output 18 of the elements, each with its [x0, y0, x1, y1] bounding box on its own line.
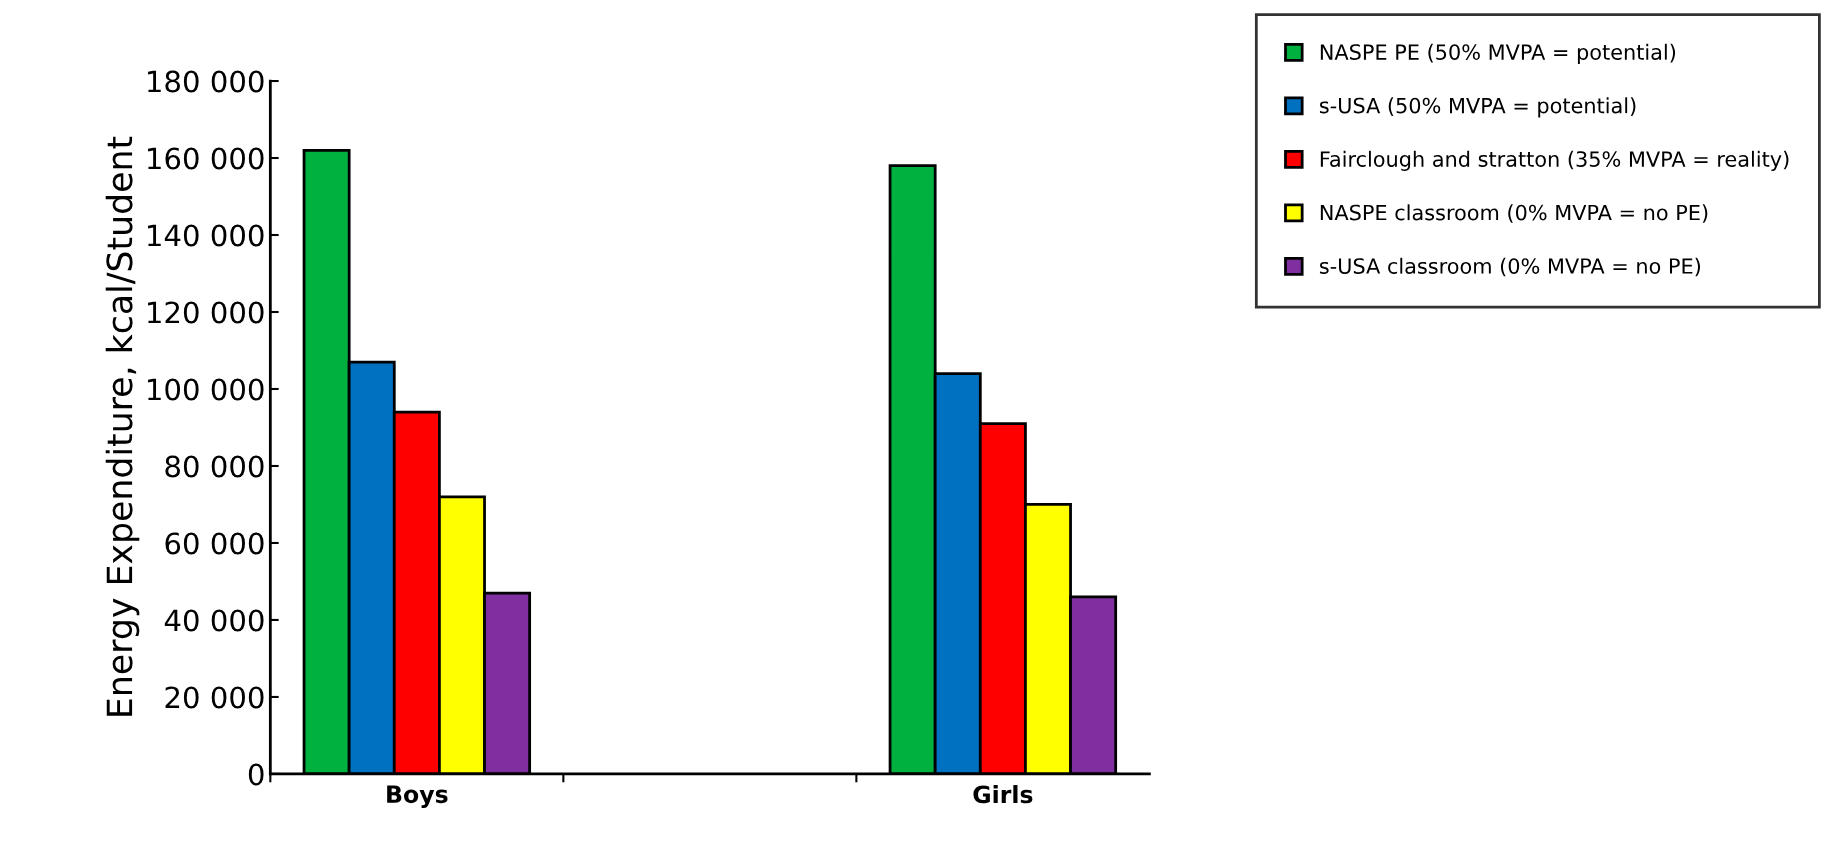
- x-tick-label: Boys: [387, 785, 448, 808]
- y-tick-label: 40 000: [164, 609, 264, 632]
- y-tick-label: 180 000: [148, 70, 264, 93]
- legend-label: Fairclough and stratton (35% MVPA = reality): [1320, 150, 1789, 171]
- legend-label: NASPE classroom (0% MVPA = no PE): [1320, 204, 1708, 223]
- y-tick-label: 100 000: [148, 378, 264, 401]
- legend-label: s-USA (50% MVPA = potential): [1319, 97, 1636, 118]
- y-tick-label: 120 000: [148, 301, 264, 324]
- x-tick-label: Girls: [973, 785, 1033, 804]
- y-tick-label: 20 000: [165, 686, 264, 709]
- legend-label: NASPE PE (50% MVPA = potential): [1320, 43, 1676, 64]
- legend-label: s-USA classroom (0% MVPA = no PE): [1319, 257, 1700, 277]
- y-axis-title: Energy Expenditure, kcal/Student: [105, 136, 140, 716]
- y-tick-label: 80 000: [165, 455, 264, 478]
- y-tick-label: 60 000: [165, 532, 264, 555]
- y-tick-label: 0: [248, 763, 264, 786]
- y-tick-label: 160 000: [148, 147, 264, 170]
- y-tick-label: 140 000: [148, 224, 264, 247]
